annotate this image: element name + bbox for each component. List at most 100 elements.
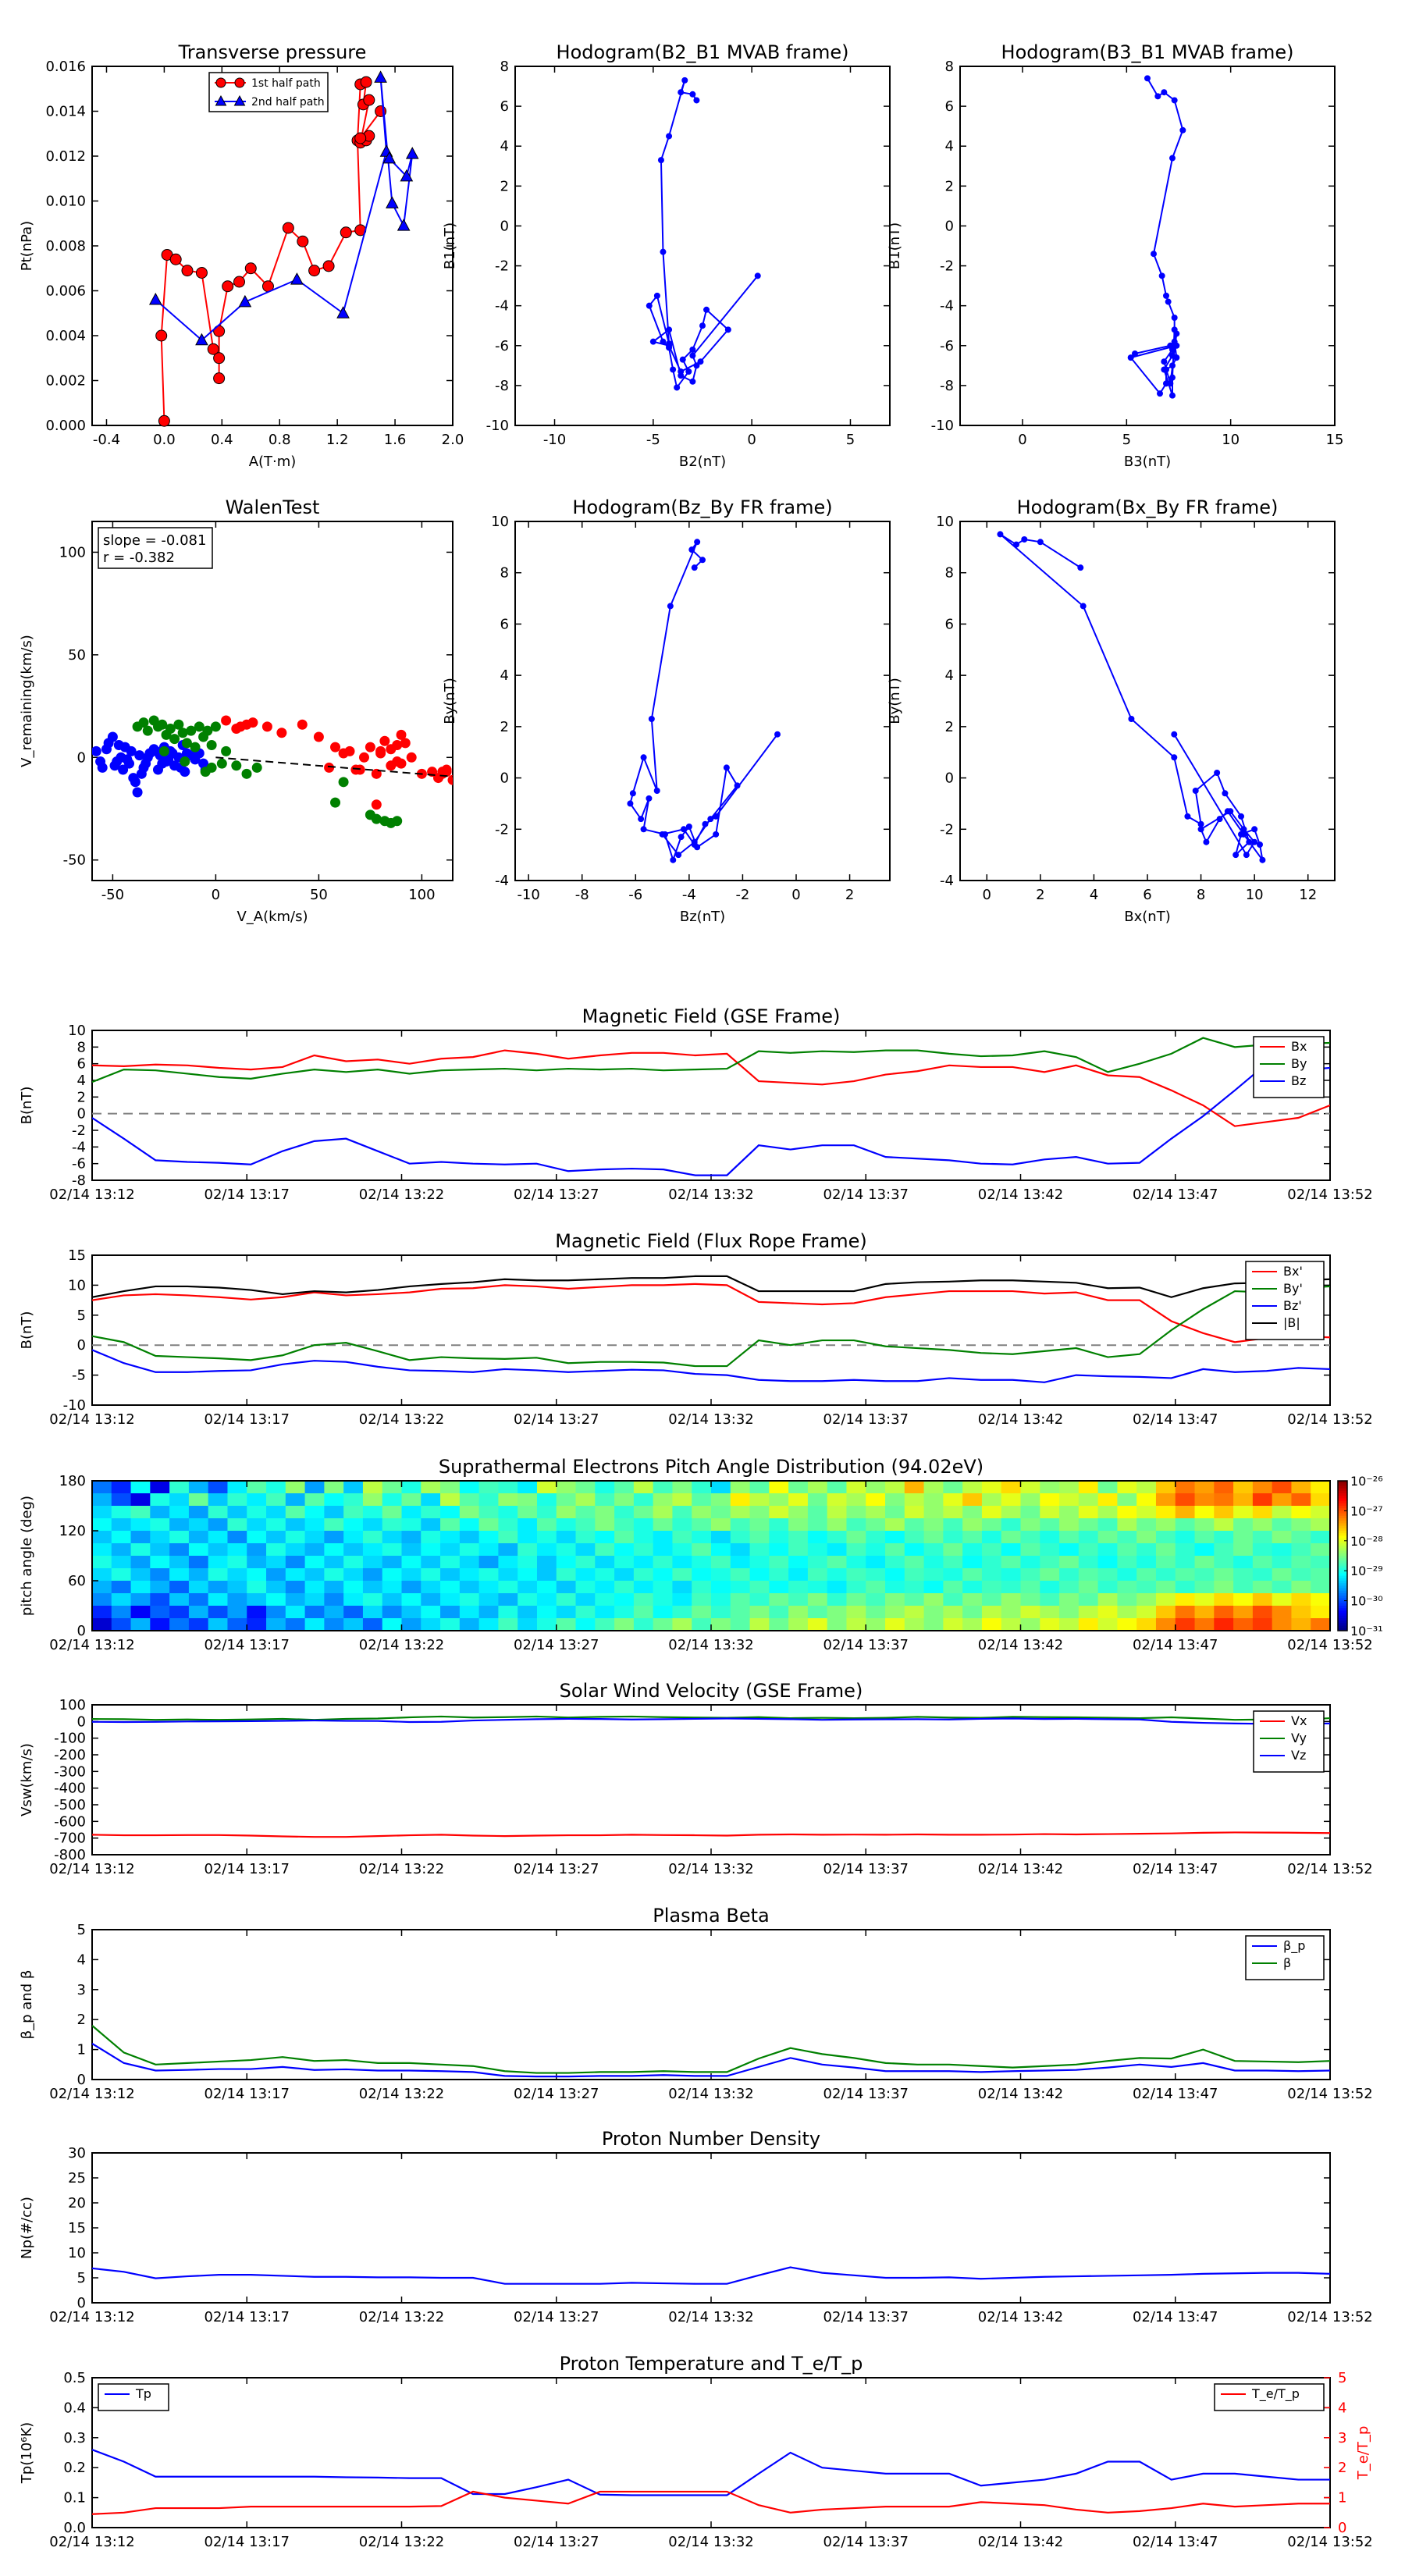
x-tick-label: 15 [1326, 432, 1344, 448]
heatmap-cell [478, 1556, 499, 1569]
heatmap-cell [1194, 1618, 1215, 1631]
heatmap-cell [1155, 1618, 1176, 1631]
heatmap-cell [208, 1506, 228, 1519]
heatmap-cell [382, 1606, 402, 1619]
heatmap-cell [866, 1606, 886, 1619]
heatmap-cell [788, 1618, 809, 1631]
heatmap-cell [304, 1543, 325, 1557]
hodogram-point [693, 362, 700, 369]
walen-points [92, 715, 453, 828]
hodogram-point [1037, 539, 1044, 546]
time-tick-label: 02/14 13:32 [668, 1637, 753, 1653]
hodogram-point [707, 816, 714, 823]
heatmap-cell [653, 1506, 673, 1519]
heatmap-cell [440, 1493, 461, 1507]
time-tick-label: 02/14 13:12 [49, 1637, 134, 1653]
chart-walen-test: WalenTest -50 0 50 100 -50 0 50 100 V_A(km/s) V_re… [19, 496, 454, 925]
heatmap-cell [904, 1618, 925, 1631]
heatmap-cell [401, 1481, 422, 1494]
heatmap-cell [362, 1481, 383, 1494]
heatmap-cells [92, 1481, 1331, 1631]
y-tick-label: 8 [500, 565, 509, 582]
heatmap-cell [1136, 1581, 1157, 1594]
heatmap-cell [1155, 1543, 1176, 1557]
heatmap-cell [382, 1543, 402, 1557]
heatmap-cell [692, 1556, 712, 1569]
y-axis-label: Vsw(km/s) [19, 1743, 35, 1816]
heatmap-cell [711, 1581, 731, 1594]
heatmap-cell [807, 1556, 828, 1569]
heatmap-cell [382, 1481, 402, 1494]
time-tick-label: 02/14 13:12 [49, 1861, 134, 1877]
heatmap-cell [169, 1581, 190, 1594]
hodogram-point [1238, 813, 1244, 820]
heatmap-cell [1194, 1506, 1215, 1519]
heatmap-cell [923, 1568, 944, 1582]
y-axis-label: Np(#/cc) [19, 2197, 35, 2259]
heatmap-cell [1117, 1606, 1137, 1619]
heatmap-cell [614, 1531, 635, 1544]
heatmap-cell [769, 1581, 789, 1594]
heatmap-cell [536, 1593, 557, 1606]
heatmap-cell [1233, 1556, 1254, 1569]
heatmap-cell [343, 1606, 364, 1619]
heatmap-cell [1097, 1493, 1118, 1507]
heatmap-cell [885, 1493, 905, 1507]
colorbar: 10⁻²⁶ 10⁻²⁷ 10⁻²⁸ 10⁻²⁹ 10⁻³⁰ 10⁻³¹ [1337, 1474, 1383, 1638]
y-tick-label: 0 [77, 1106, 86, 1123]
x-tick-label: 0 [212, 887, 220, 903]
heatmap-cell [1214, 1493, 1234, 1507]
heatmap-cell [498, 1568, 518, 1582]
x-tick-label: 2 [845, 887, 854, 903]
heatmap-cell [981, 1518, 1002, 1532]
heatmap-cell [672, 1481, 692, 1494]
y-tick-label: 15 [68, 1247, 86, 1264]
colorbar-step [1338, 1531, 1347, 1534]
hodogram-point [675, 852, 682, 859]
x-tick-label: 0 [983, 887, 991, 903]
heatmap-cell [1175, 1556, 1196, 1569]
heatmap-cell [827, 1581, 847, 1594]
time-tick-label: 02/14 13:27 [514, 2534, 599, 2550]
heatmap-cell [769, 1481, 789, 1494]
fit-line [215, 756, 453, 777]
heatmap-cell [421, 1618, 441, 1631]
y-tick-label: 2 [500, 719, 509, 735]
hodogram-point [689, 352, 696, 359]
heatmap-cell [981, 1531, 1002, 1544]
colorbar-step [1338, 1621, 1347, 1624]
heatmap-cell [1040, 1506, 1060, 1519]
colorbar-step [1338, 1483, 1347, 1486]
y-tick-label: 4 [77, 1952, 86, 1968]
heatmap-cell [981, 1618, 1002, 1631]
hodogram-point [1157, 390, 1163, 397]
heatmap-cell [536, 1606, 557, 1619]
heatmap-cell [1117, 1556, 1137, 1569]
y-tick-label: -2 [940, 258, 954, 275]
y-tick-label: 0 [77, 2295, 86, 2311]
chart-title: Hodogram(B2_B1 MVAB frame) [557, 41, 849, 63]
heatmap-cell [1272, 1543, 1292, 1557]
heatmap-cell [866, 1481, 886, 1494]
heatmap-cell [247, 1506, 267, 1519]
legend-label: By' [1283, 1281, 1303, 1296]
hodogram-point [1173, 342, 1180, 349]
x-tick-label: 100 [408, 887, 435, 903]
heatmap-cell [324, 1581, 344, 1594]
heatmap-cell [362, 1593, 383, 1606]
heatmap-cell [536, 1493, 557, 1507]
time-tick-label: 02/14 13:37 [823, 1861, 909, 1877]
heatmap-cell [1001, 1493, 1021, 1507]
colorbar-tick-label: 10⁻³¹ [1350, 1624, 1383, 1638]
heatmap-cell [923, 1531, 944, 1544]
heatmap-cell [614, 1518, 635, 1532]
heatmap-cell [633, 1506, 654, 1519]
data-point [308, 265, 321, 277]
heatmap-cell [943, 1543, 963, 1557]
heatmap-cell [633, 1556, 654, 1569]
hodogram-point [1169, 155, 1176, 162]
colorbar-step [1338, 1608, 1347, 1611]
colorbar-step [1338, 1528, 1347, 1532]
heatmap-cell [692, 1618, 712, 1631]
hodogram-point [1077, 564, 1084, 571]
